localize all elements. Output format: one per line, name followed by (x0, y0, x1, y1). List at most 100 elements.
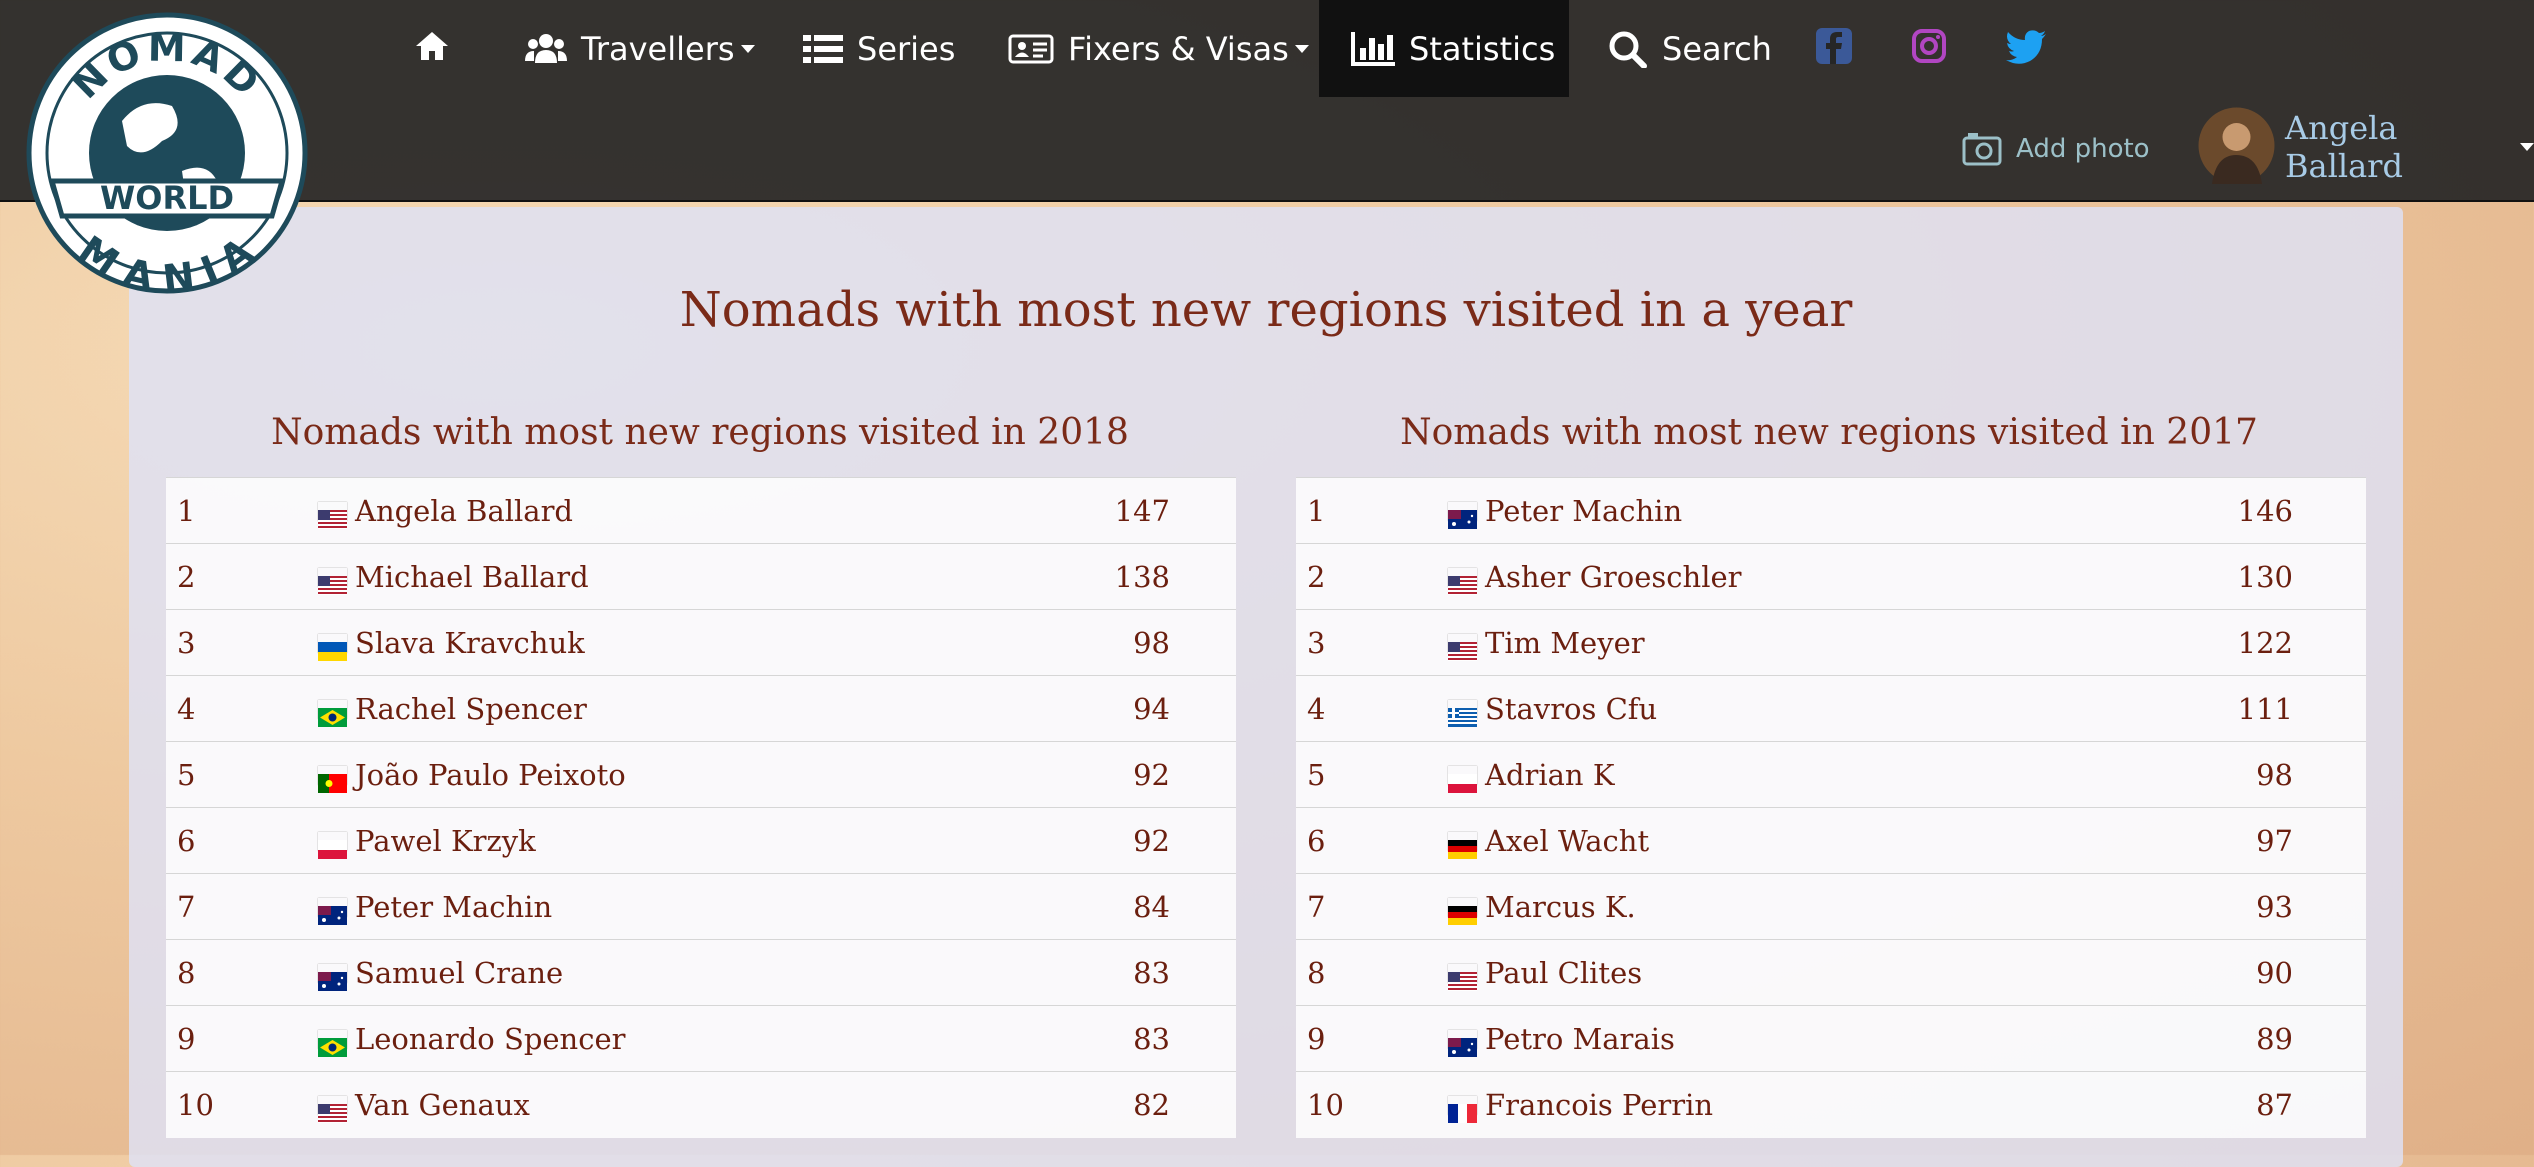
table-row: 6 Pawel Krzyk 92 (166, 807, 1236, 874)
page-title: Nomads with most new regions visited in … (679, 282, 1853, 338)
nav-label[interactable]: Statistics (1409, 29, 1556, 68)
traveller-name[interactable]: Samuel Crane (355, 956, 564, 990)
facebook-icon[interactable] (1816, 28, 1852, 64)
rank: 9 (177, 1022, 196, 1056)
nav-label[interactable]: Travellers (581, 29, 735, 68)
traveller-name[interactable]: Francois Perrin (1485, 1088, 1714, 1122)
traveller-name[interactable]: João Paulo Peixoto (355, 758, 626, 792)
rank: 2 (177, 560, 196, 594)
regions-count: 98 (2256, 758, 2293, 792)
flag (1448, 700, 1477, 727)
table-row: 7 Marcus K. 93 (1296, 873, 2366, 940)
regions-count: 138 (1114, 560, 1170, 594)
table-title: Nomads with most new regions visited in … (1400, 412, 2258, 453)
regions-count: 93 (2256, 890, 2293, 924)
logo-middle: WORLD (100, 179, 234, 217)
table-row: 5 João Paulo Peixoto 92 (166, 741, 1236, 808)
traveller-name[interactable]: Angela Ballard (355, 494, 573, 528)
table-row: 5 Adrian K 98 (1296, 741, 2366, 808)
traveller-name[interactable]: Leonardo Spencer (355, 1022, 626, 1056)
flag (318, 568, 347, 595)
flag (318, 700, 347, 727)
traveller-name[interactable]: Marcus K. (1485, 890, 1636, 924)
nav-label[interactable]: Series (857, 29, 956, 68)
user-menu[interactable]: Angela Ballard (2285, 98, 2534, 195)
regions-count: 83 (1133, 1022, 1170, 1056)
regions-count: 89 (2256, 1022, 2293, 1056)
flag (1448, 502, 1477, 529)
user-name[interactable]: Angela Ballard (2285, 108, 2403, 185)
regions-count: 147 (1114, 494, 1170, 528)
table-row: 2 Asher Groeschler 130 (1296, 543, 2366, 610)
rank: 5 (177, 758, 196, 792)
traveller-name[interactable]: Adrian K (1485, 758, 1615, 792)
flag (1448, 634, 1477, 661)
avatar[interactable] (2198, 107, 2275, 184)
nav-series[interactable]: Series (803, 0, 955, 97)
rank: 6 (1307, 824, 1326, 858)
flag (318, 1030, 347, 1057)
rank: 7 (1307, 890, 1326, 924)
regions-count: 83 (1133, 956, 1170, 990)
rank: 10 (177, 1088, 214, 1122)
traveller-name[interactable]: Stavros Cfu (1485, 692, 1658, 726)
nav-fixers[interactable]: Fixers & Visas (1008, 0, 1309, 97)
flag (318, 964, 347, 991)
table-row: 10 Francois Perrin 87 (1296, 1071, 2366, 1138)
traveller-name[interactable]: Asher Groeschler (1485, 560, 1742, 594)
flag (1448, 898, 1477, 925)
table-row: 3 Tim Meyer 122 (1296, 609, 2366, 676)
table-row: 4 Rachel Spencer 94 (166, 675, 1236, 742)
flag (1448, 1030, 1477, 1057)
rank: 6 (177, 824, 196, 858)
traveller-name[interactable]: Tim Meyer (1485, 626, 1645, 660)
flag (318, 832, 347, 859)
traveller-name[interactable]: Peter Machin (1485, 494, 1683, 528)
regions-count: 82 (1133, 1088, 1170, 1122)
table-row: 1 Peter Machin 146 (1296, 477, 2366, 544)
flag (318, 1096, 347, 1123)
twitter-icon[interactable] (2006, 30, 2046, 64)
logo[interactable]: NOMAD WORLD MANIA (22, 11, 312, 296)
traveller-name[interactable]: Paul Clites (1485, 956, 1643, 990)
traveller-name[interactable]: Slava Kravchuk (355, 626, 585, 660)
table-title: Nomads with most new regions visited in … (271, 412, 1129, 453)
rank: 8 (177, 956, 196, 990)
nav-statistics[interactable]: Statistics (1351, 0, 1555, 97)
regions-count: 90 (2256, 956, 2293, 990)
regions-count: 146 (2237, 494, 2293, 528)
flag (318, 502, 347, 529)
table-row: 3 Slava Kravchuk 98 (166, 609, 1236, 676)
flag (1448, 1096, 1477, 1123)
traveller-name[interactable]: Michael Ballard (355, 560, 589, 594)
table-row: 6 Axel Wacht 97 (1296, 807, 2366, 874)
table-row: 9 Petro Marais 89 (1296, 1005, 2366, 1072)
traveller-name[interactable]: Peter Machin (355, 890, 553, 924)
traveller-name[interactable]: Pawel Krzyk (355, 824, 536, 858)
flag (1448, 766, 1477, 793)
add-photo[interactable]: Add photo (1962, 100, 2150, 197)
flag (318, 766, 347, 793)
nav-label[interactable]: Search (1662, 29, 1772, 68)
rank: 1 (1307, 494, 1326, 528)
add-photo-label[interactable]: Add photo (2016, 133, 2150, 164)
rank: 2 (1307, 560, 1326, 594)
nav-search[interactable]: Search (1608, 0, 1772, 97)
regions-count: 92 (1133, 824, 1170, 858)
regions-count: 87 (2256, 1088, 2293, 1122)
traveller-name[interactable]: Van Genaux (355, 1088, 530, 1122)
table-row: 8 Paul Clites 90 (1296, 939, 2366, 1006)
regions-count: 92 (1133, 758, 1170, 792)
rank: 1 (177, 494, 196, 528)
flag (318, 634, 347, 661)
nav-label[interactable]: Fixers & Visas (1068, 29, 1289, 68)
table-row: 10 Van Genaux 82 (166, 1071, 1236, 1138)
table-row: 2 Michael Ballard 138 (166, 543, 1236, 610)
traveller-name[interactable]: Axel Wacht (1485, 824, 1650, 858)
home-icon[interactable] (414, 30, 450, 62)
traveller-name[interactable]: Petro Marais (1485, 1022, 1675, 1056)
instagram-icon[interactable] (1911, 28, 1947, 64)
traveller-name[interactable]: Rachel Spencer (355, 692, 587, 726)
nav-travellers[interactable]: Travellers (525, 0, 755, 97)
regions-count: 97 (2256, 824, 2293, 858)
